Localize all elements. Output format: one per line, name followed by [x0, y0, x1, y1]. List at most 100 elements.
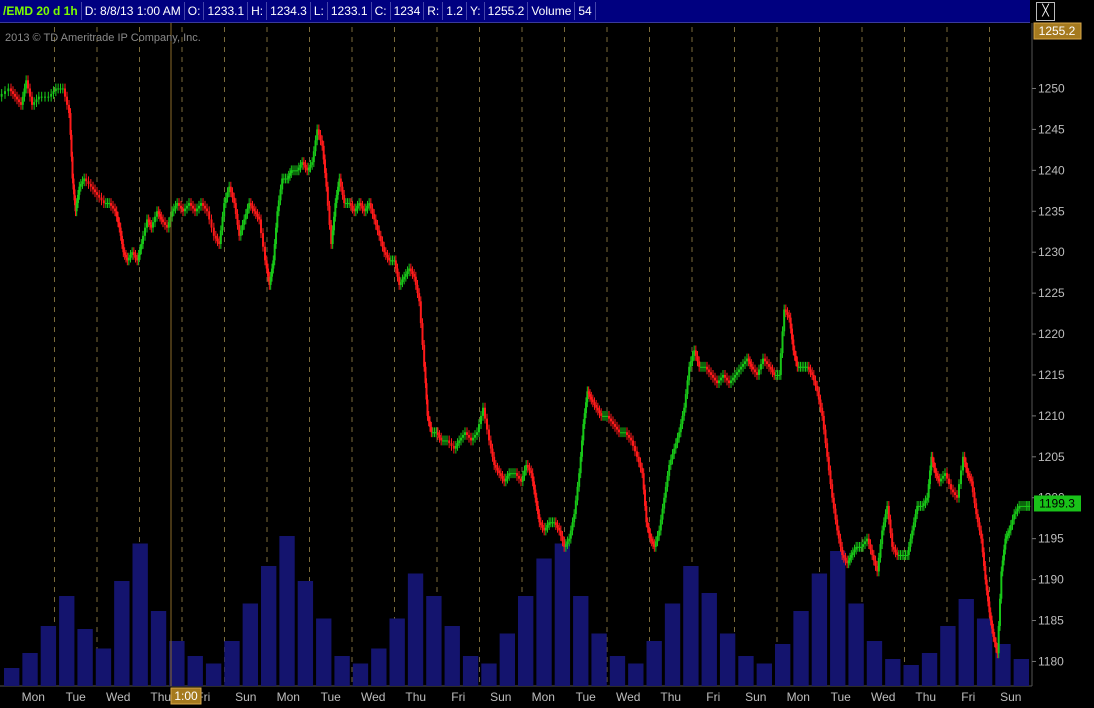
x-tick-label: Tue [831, 690, 852, 704]
x-tick-label: Fri [706, 690, 720, 704]
candle-body [747, 358, 750, 362]
candle-body [403, 276, 406, 280]
candle-body [73, 189, 76, 201]
candle-body [94, 189, 96, 193]
candle-body [331, 230, 334, 244]
candle-body [867, 538, 870, 545]
candle-body [526, 465, 529, 468]
candle-body [1022, 505, 1024, 507]
candle-body [712, 374, 714, 378]
candle-body [40, 96, 43, 98]
candle-body [774, 374, 777, 376]
candle-body [554, 522, 557, 526]
candle-body [973, 492, 976, 504]
candle-body [997, 625, 1000, 654]
candle-body [706, 366, 708, 370]
candle-body [985, 579, 988, 591]
x-tick-label: Wed [616, 690, 640, 704]
candle-body [226, 192, 229, 198]
candle-body [221, 216, 224, 231]
candle-body [856, 546, 859, 548]
candle-body [10, 88, 12, 92]
low-label: L: [311, 2, 328, 20]
candle-body [126, 257, 129, 261]
candle-body [521, 475, 524, 482]
candle-body [7, 88, 10, 92]
candle-body [639, 462, 642, 468]
candle-body [429, 421, 431, 427]
x-tick-label: Tue [66, 690, 87, 704]
candle-body [319, 134, 322, 141]
candle-body [816, 385, 819, 392]
candle-body [892, 546, 895, 550]
candle-body [668, 465, 671, 476]
candle-body [68, 104, 70, 114]
candle-body [125, 254, 127, 258]
candle-body [1018, 505, 1021, 509]
candle-body [85, 178, 88, 182]
candle-body [618, 429, 620, 433]
candle-body [579, 456, 582, 474]
y-tick-label: 1215 [1038, 368, 1065, 382]
candle-body [902, 555, 905, 557]
candle-body [876, 565, 879, 572]
candle-body [435, 432, 438, 434]
candle-body [740, 366, 742, 370]
candle-body [523, 470, 526, 476]
x-tick-label: Tue [321, 690, 342, 704]
candle-body [779, 353, 782, 375]
candle-body [963, 456, 966, 463]
candle-body [64, 88, 66, 97]
candle-body [587, 391, 590, 395]
candle-body [299, 164, 302, 168]
candle-body [47, 96, 50, 98]
candle-body [239, 230, 242, 236]
candle-body [140, 244, 143, 250]
candle-body [821, 407, 824, 416]
candle-body [1003, 549, 1005, 561]
candle-body [1007, 533, 1009, 536]
candle-body [70, 134, 73, 157]
candle-body [212, 227, 215, 236]
candle-body [541, 525, 544, 528]
volume-bar [628, 663, 644, 686]
candle-body [33, 102, 36, 105]
candle-body [12, 91, 14, 94]
candle-body [742, 364, 744, 367]
candle-body [69, 113, 72, 135]
candle-body [282, 178, 285, 180]
candle-body [551, 522, 554, 524]
candle-body [681, 415, 684, 425]
candle-body [150, 224, 153, 228]
close-label: C: [372, 2, 391, 20]
volume-bar [407, 573, 424, 686]
candle-body [901, 555, 904, 557]
volume-bar [554, 543, 571, 686]
volume-bar [646, 641, 662, 686]
volume-bar [169, 641, 185, 686]
symbol-label[interactable]: /EMD 20 d 1h [0, 2, 82, 20]
volume-bar [830, 551, 846, 686]
candle-body [366, 205, 369, 209]
volume-bar [976, 618, 993, 686]
candle-body [644, 489, 646, 506]
candle-body [884, 514, 887, 523]
candle-body [1009, 525, 1012, 531]
candle-body [1000, 571, 1003, 599]
candle-body [77, 194, 79, 204]
candle-body [793, 350, 796, 356]
candle-body [832, 497, 835, 509]
candle-body [446, 440, 448, 442]
chart-settings-icon[interactable]: ╳ [1036, 2, 1055, 21]
candle-body [648, 527, 650, 534]
candle-body [829, 470, 832, 485]
candle-body [31, 96, 33, 105]
candle-body [136, 257, 139, 261]
candle-body [645, 505, 648, 523]
y-tick-label: 1225 [1038, 286, 1065, 300]
candle-body [260, 219, 262, 234]
candle-body [824, 429, 827, 444]
candle-body [349, 203, 352, 206]
candle-body [978, 522, 981, 531]
